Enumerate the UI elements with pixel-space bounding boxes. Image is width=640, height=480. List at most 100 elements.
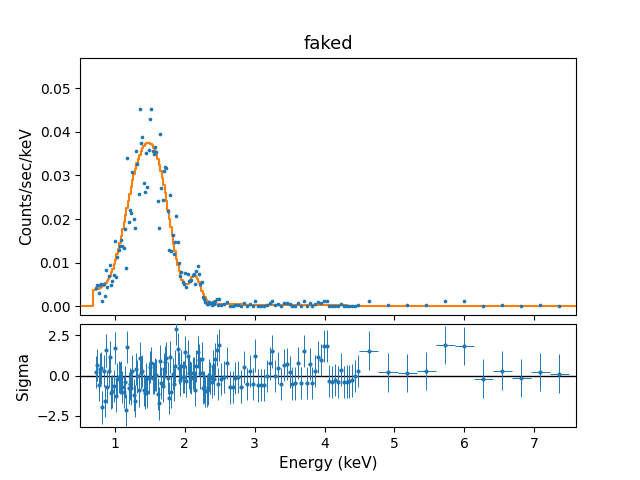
Point [189, 270, 199, 278]
Point [112, 253, 122, 261]
Point [102, 283, 113, 291]
Point [104, 272, 114, 280]
Point [287, 302, 298, 310]
Point [113, 246, 124, 254]
Point [131, 147, 141, 155]
Point [155, 130, 165, 137]
Point [121, 264, 131, 271]
Point [109, 237, 120, 245]
Point [290, 302, 300, 310]
Point [301, 302, 312, 310]
Point [313, 299, 323, 306]
Point [148, 150, 159, 157]
Point [321, 297, 332, 304]
Point [342, 302, 352, 310]
Point [307, 302, 317, 310]
Point [535, 301, 545, 309]
Point [100, 293, 110, 300]
Point [122, 155, 132, 162]
Point [276, 302, 286, 310]
Point [152, 197, 163, 205]
Point [157, 196, 168, 204]
Point [130, 224, 140, 231]
Point [210, 297, 220, 305]
Point [172, 212, 182, 220]
Point [92, 281, 102, 289]
Point [143, 146, 154, 154]
Point [347, 302, 357, 310]
Point [165, 192, 175, 199]
Point [145, 115, 155, 123]
Point [146, 105, 156, 113]
Point [310, 300, 321, 308]
Point [198, 293, 208, 300]
Point [279, 300, 289, 307]
Point [190, 281, 200, 288]
Point [270, 301, 280, 309]
Point [118, 244, 129, 252]
Point [478, 302, 488, 310]
Point [516, 302, 527, 310]
Point [211, 296, 221, 303]
Point [330, 302, 340, 310]
Point [350, 302, 360, 310]
Point [139, 180, 149, 187]
Point [164, 246, 174, 254]
Point [163, 207, 173, 215]
Point [203, 300, 213, 308]
Point [440, 297, 451, 305]
Point [108, 271, 118, 278]
Point [135, 106, 145, 113]
Point [176, 268, 186, 276]
Y-axis label: Sigma: Sigma [16, 352, 31, 400]
Point [327, 302, 337, 310]
Point [95, 282, 105, 289]
Point [184, 277, 194, 285]
Point [242, 302, 252, 310]
Point [284, 300, 294, 308]
Point [248, 302, 258, 310]
Point [186, 276, 196, 284]
Point [108, 277, 118, 285]
Point [142, 183, 152, 191]
Point [151, 148, 161, 156]
Point [136, 139, 147, 147]
Point [262, 301, 272, 309]
Point [161, 164, 172, 172]
Point [273, 300, 284, 307]
Point [173, 238, 183, 246]
Point [324, 302, 335, 310]
Point [205, 300, 216, 307]
Point [344, 302, 355, 310]
Point [253, 302, 263, 310]
Point [264, 299, 275, 307]
Point [101, 266, 111, 274]
Point [421, 301, 431, 309]
Point [125, 206, 135, 214]
Point [132, 160, 143, 168]
Point [402, 301, 412, 309]
Point [105, 262, 115, 269]
Point [333, 302, 343, 310]
Point [305, 300, 315, 307]
Point [159, 168, 169, 175]
Point [156, 184, 166, 192]
Point [111, 273, 121, 281]
Point [383, 301, 393, 309]
Point [96, 280, 106, 288]
Point [268, 297, 278, 304]
X-axis label: Energy (keV): Energy (keV) [279, 456, 377, 471]
Title: faked: faked [303, 35, 353, 53]
Point [147, 147, 157, 155]
Point [244, 300, 255, 308]
Point [212, 301, 223, 309]
Point [221, 298, 232, 306]
Point [191, 267, 202, 275]
Point [200, 299, 211, 306]
Point [236, 302, 246, 310]
Point [293, 299, 303, 307]
Point [188, 271, 198, 279]
Point [168, 231, 178, 239]
Point [115, 242, 125, 250]
Point [227, 302, 237, 310]
